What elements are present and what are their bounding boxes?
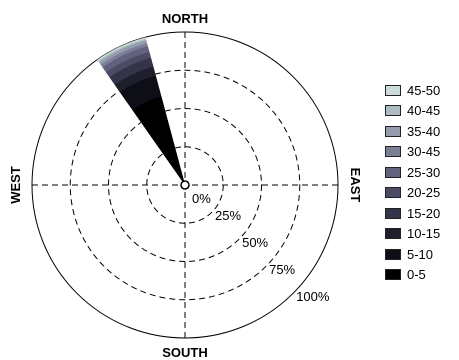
north-label: NORTH [162, 11, 208, 26]
legend-swatch [385, 248, 401, 260]
legend-label: 30-45 [407, 144, 441, 160]
legend-item: 10-15 [385, 224, 440, 245]
legend-item: 45-50 [385, 80, 440, 101]
west-label: WEST [8, 166, 23, 204]
legend-swatch [385, 207, 401, 219]
legend-label: 40-45 [407, 103, 441, 119]
radial-tick-label: 100% [296, 289, 330, 304]
legend-label: 35-40 [407, 123, 441, 139]
legend-label: 15-20 [407, 205, 441, 221]
legend-item: 15-20 [385, 203, 440, 224]
sector-bin-0-5 [132, 96, 185, 185]
radial-tick-label: 75% [269, 262, 295, 277]
grid-ring [108, 108, 262, 262]
radial-tick-labels: 0% 25%50%75%100% [192, 191, 330, 304]
legend-swatch [385, 269, 401, 281]
legend-label: 20-25 [407, 185, 441, 201]
legend-item: 20-25 [385, 183, 440, 204]
legend: 45-50 40-45 35-40 30-45 25-30 20-25 15-20 10-15… [385, 80, 440, 285]
radial-tick-label: 0% [192, 191, 211, 206]
wind-rose-chart: 0% 25%50%75%100% NORTH SOUTH WEST EAST [8, 11, 363, 360]
legend-swatch [385, 105, 401, 117]
legend-label: 0-5 [407, 267, 426, 283]
legend-swatch [385, 146, 401, 158]
legend-item: 25-30 [385, 162, 440, 183]
grid-ring [69, 69, 301, 301]
legend-item: 35-40 [385, 121, 440, 142]
legend-swatch [385, 125, 401, 137]
legend-label: 25-30 [407, 164, 441, 180]
legend-item: 40-45 [385, 101, 440, 122]
legend-label: 45-50 [407, 82, 441, 98]
south-label: SOUTH [162, 345, 208, 360]
radial-tick-label: 25% [215, 208, 241, 223]
center-marker [180, 180, 190, 190]
legend-item: 5-10 [385, 244, 440, 265]
legend-swatch [385, 187, 401, 199]
legend-swatch [385, 228, 401, 240]
legend-swatch [385, 166, 401, 178]
legend-swatch [385, 84, 401, 96]
legend-item: 0-5 [385, 265, 440, 286]
wind-sector [97, 37, 185, 186]
east-label: EAST [348, 168, 363, 203]
legend-item: 30-45 [385, 142, 440, 163]
legend-label: 10-15 [407, 226, 441, 242]
radial-tick-label: 50% [242, 235, 268, 250]
legend-label: 5-10 [407, 246, 434, 262]
